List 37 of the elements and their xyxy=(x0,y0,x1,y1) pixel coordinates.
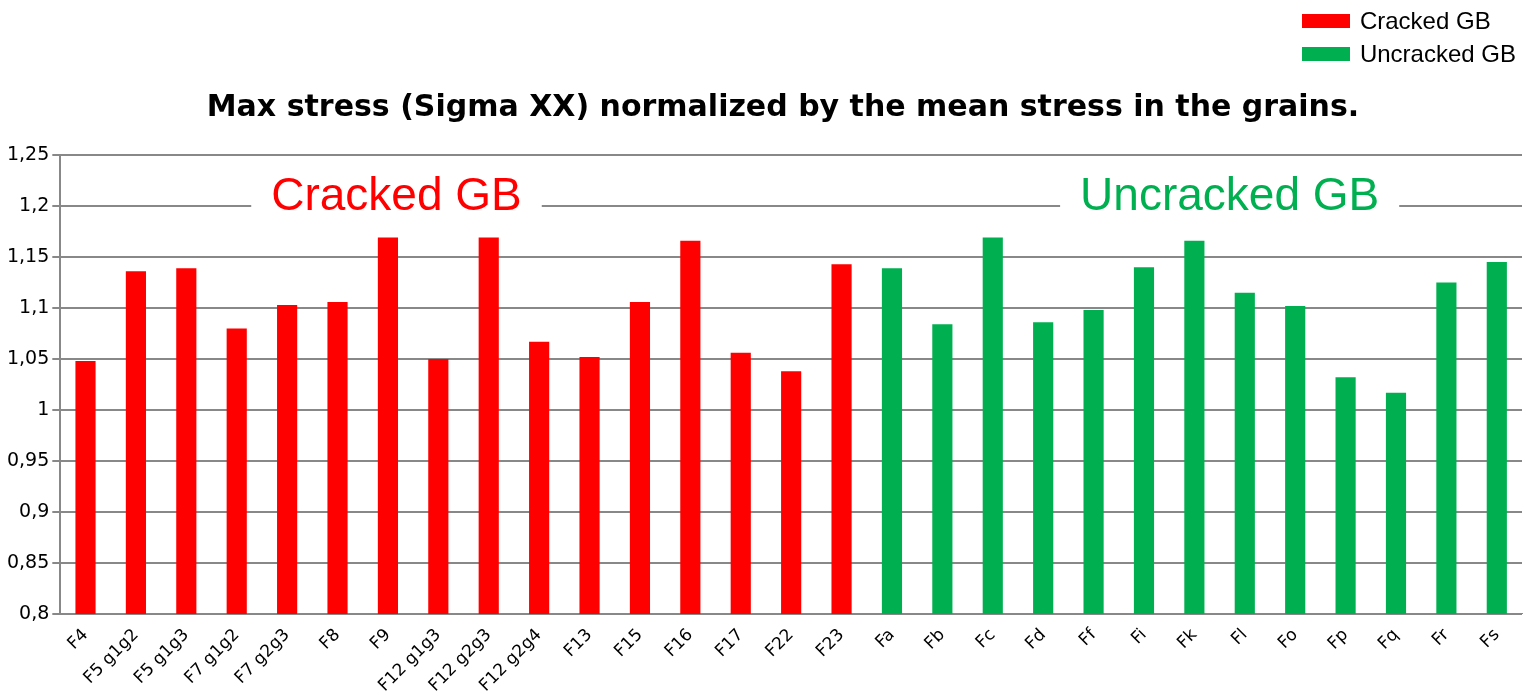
y-tick-label: 0,9 xyxy=(19,498,50,521)
y-tick-label: 1 xyxy=(37,396,50,419)
y-tick-label: 1,2 xyxy=(19,192,50,215)
x-tick-label: Fo xyxy=(1273,624,1302,652)
x-tick-label: F15 xyxy=(609,624,646,661)
x-tick-label: Fa xyxy=(870,624,898,652)
y-tick-label: 1,1 xyxy=(19,294,50,317)
x-tick-label: Fr xyxy=(1427,624,1453,650)
x-tick-label: Fl xyxy=(1226,624,1251,649)
x-tick-label: Fk xyxy=(1172,623,1201,653)
y-tick-label: 0,95 xyxy=(6,447,50,470)
y-tick-label: 0,85 xyxy=(6,549,50,572)
x-tick-label: F16 xyxy=(659,624,697,661)
x-tick-label: F9 xyxy=(365,624,394,653)
x-tick-label: F23 xyxy=(811,624,848,661)
legend-label: Cracked GB xyxy=(1359,6,1491,35)
x-tick-label: Fi xyxy=(1126,624,1150,648)
x-tick-label: F4 xyxy=(62,624,92,653)
legend-label: Uncracked GB xyxy=(1359,39,1516,68)
x-tick-label: F13 xyxy=(559,624,596,661)
x-tick-label: Fb xyxy=(919,624,949,653)
annotation: Cracked GB xyxy=(271,167,522,220)
y-tick-label: 1,05 xyxy=(6,345,50,368)
x-tick-label: Ff xyxy=(1074,623,1101,650)
x-tick-label: Fp xyxy=(1322,624,1352,653)
y-tick-label: 1,15 xyxy=(6,243,50,266)
y-tick-label: 1,25 xyxy=(6,141,50,164)
annotation: Uncracked GB xyxy=(1080,167,1380,220)
x-tick-label: Fs xyxy=(1475,623,1503,652)
x-tick-label: F22 xyxy=(760,624,798,661)
x-tick-label: Fd xyxy=(1020,624,1050,653)
y-tick-label: 0,8 xyxy=(19,600,50,623)
x-tick-label: Fc xyxy=(971,624,999,652)
x-tick-label: Fq xyxy=(1373,624,1402,653)
chart-title: Max stress (Sigma XX) normalized by the mean stress in the grains. xyxy=(205,88,1361,123)
x-tick-label: F17 xyxy=(710,624,747,661)
x-tick-label: F8 xyxy=(314,624,344,653)
